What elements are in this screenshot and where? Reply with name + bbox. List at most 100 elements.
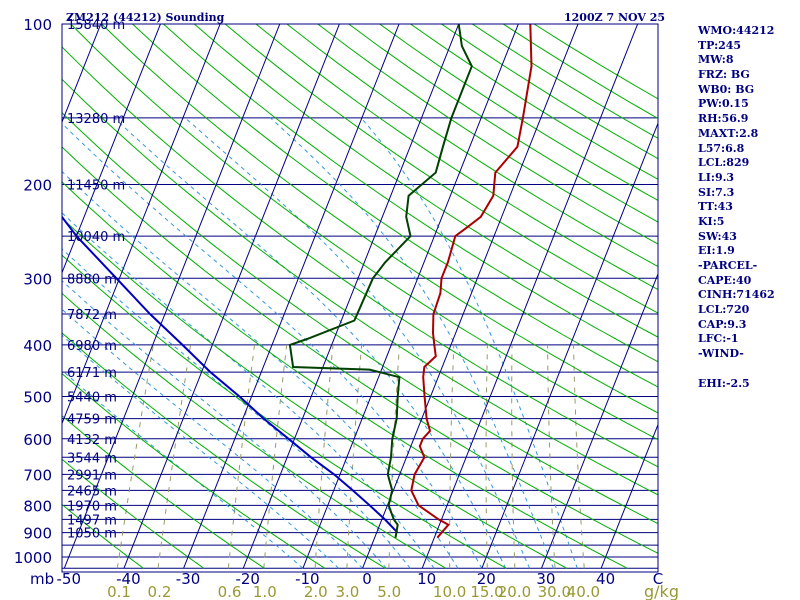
mixing-ratio-tick-label: 40.0: [567, 583, 600, 600]
isotherm-line: [541, 272, 658, 569]
isotherm-line: [183, 24, 400, 569]
height-label: 7872 m: [67, 308, 117, 323]
isotherm-line: [362, 24, 579, 569]
dry-adiabat: [317, 24, 658, 245]
pressure-tick-label: 300: [23, 270, 52, 288]
index-line: CAPE:40: [698, 273, 752, 287]
moist-adiabat: [270, 117, 554, 569]
height-label: 4759 m: [67, 413, 117, 428]
index-line: EHI:-2.5: [698, 376, 750, 390]
moist-adiabat: [62, 334, 340, 569]
mixing-ratio-tick-label: 0.1: [107, 583, 131, 600]
sounding-time: 1200Z 7 NOV 25: [564, 11, 665, 24]
moist-adiabat: [113, 117, 507, 569]
moist-adiabat: [62, 248, 411, 569]
height-label: 1050 m: [67, 527, 117, 542]
moist-adiabat-lines: [62, 117, 578, 569]
temperature-trace: [410, 24, 533, 539]
index-line: SI:7.3: [698, 185, 735, 199]
index-line: PW:0.15: [698, 97, 749, 111]
index-line: FRZ: BG: [698, 68, 750, 82]
dry-adiabat: [62, 112, 658, 525]
mixing-ratio-tick-label: 20.0: [498, 583, 531, 600]
index-line: TP:245: [698, 38, 742, 52]
index-line: -PARCEL-: [698, 259, 758, 272]
mixing-ratio-line: [449, 344, 455, 569]
mixing-ratio-line: [157, 344, 191, 569]
temperature-tick-label: -30: [176, 570, 201, 588]
height-label: 15840 m: [67, 18, 125, 33]
height-label: 6171 m: [67, 366, 117, 381]
index-line: WB0: BG: [698, 82, 755, 96]
dry-adiabat: [163, 24, 658, 363]
dry-adiabat: [193, 24, 658, 338]
index-line: CAP:9.3: [698, 317, 747, 331]
mixing-ratio-tick-label: 1.0: [253, 583, 277, 600]
mixing-ratio-line: [511, 344, 516, 569]
height-label: 2465 m: [67, 484, 117, 499]
index-line: LCL:829: [698, 156, 750, 170]
dry-adiabat: [62, 217, 568, 569]
height-label: 1497 m: [67, 513, 117, 528]
index-line: RH:56.9: [698, 112, 749, 126]
height-label: 8880 m: [67, 272, 117, 287]
index-line: WMO:44212: [698, 24, 775, 37]
isotherm-line: [242, 24, 460, 569]
isotherm-line: [481, 121, 658, 569]
isotherm-line: [62, 24, 161, 275]
isotherm-line: [123, 24, 340, 569]
index-line: LI:9.3: [698, 170, 735, 184]
temperature-tick-label: C: [653, 570, 663, 588]
pressure-tick-label: 600: [23, 431, 52, 449]
dry-adiabat: [62, 46, 658, 468]
dry-adiabat: [224, 24, 658, 314]
moist-adiabat: [62, 308, 363, 569]
stability-indices-panel: WMO:44212 TP:245 MW:8 FRZ: BG WB0: BG PW:0.15…: [698, 24, 798, 391]
pressure-tick-label: 500: [23, 389, 52, 407]
mixing-ratio-tick-label: 0.2: [148, 583, 172, 600]
mixing-ratio-line: [116, 344, 154, 569]
dry-adiabat: [62, 503, 144, 569]
dry-adiabat: [62, 372, 326, 569]
pressure-tick-label: 900: [23, 525, 52, 543]
pressure-tick-label: 400: [23, 337, 52, 355]
pressure-tick-label: 700: [23, 466, 52, 484]
temperature-tick-label: -50: [57, 570, 82, 588]
height-label: 2991 m: [67, 468, 117, 483]
moist-adiabat: [62, 170, 459, 569]
temperature-tick-label: -40: [116, 570, 141, 588]
mixing-ratio-tick-label: 3.0: [335, 583, 359, 600]
dewpoint-trace: [288, 24, 473, 538]
isotherm-line: [62, 24, 102, 124]
mixing-ratio-tick-label: 5.0: [377, 583, 401, 600]
height-label: 6980 m: [67, 339, 117, 354]
chart-title: ZM212 (44212) Sounding: [66, 11, 225, 24]
temperature-tick-label: 40: [596, 570, 615, 588]
temperature-tick-label: 20: [477, 570, 496, 588]
index-line: TT:43: [698, 200, 733, 214]
mixing-ratio-tick-label: 2.0: [304, 583, 328, 600]
dry-adiabat: [101, 24, 658, 414]
mixing-ratio-tick-label: 15.0: [470, 583, 503, 600]
index-line: [698, 362, 798, 377]
plot-frame: [61, 23, 659, 573]
moist-adiabat: [62, 369, 304, 569]
mixing-ratio-tick-label: 0.6: [218, 583, 242, 600]
isotherm-line: [63, 24, 281, 569]
dry-adiabat: [62, 415, 265, 569]
dry-adiabat: [62, 292, 447, 569]
dry-adiabat: [62, 181, 628, 569]
temperature-tick-label: -20: [235, 570, 260, 588]
temperature-tick-label: 0: [362, 570, 372, 588]
dry-adiabat: [255, 24, 658, 291]
index-line: CINH:71462: [698, 288, 775, 302]
pressure-tick-label: 200: [23, 176, 52, 194]
moist-adiabat: [62, 122, 483, 569]
mixing-ratio-tick-label: 10.0: [433, 583, 466, 600]
dry-adiabat: [286, 24, 658, 268]
index-line: LCL:720: [698, 303, 750, 317]
sounding-traces: [62, 24, 533, 539]
index-line: EI:1.9: [698, 244, 735, 258]
